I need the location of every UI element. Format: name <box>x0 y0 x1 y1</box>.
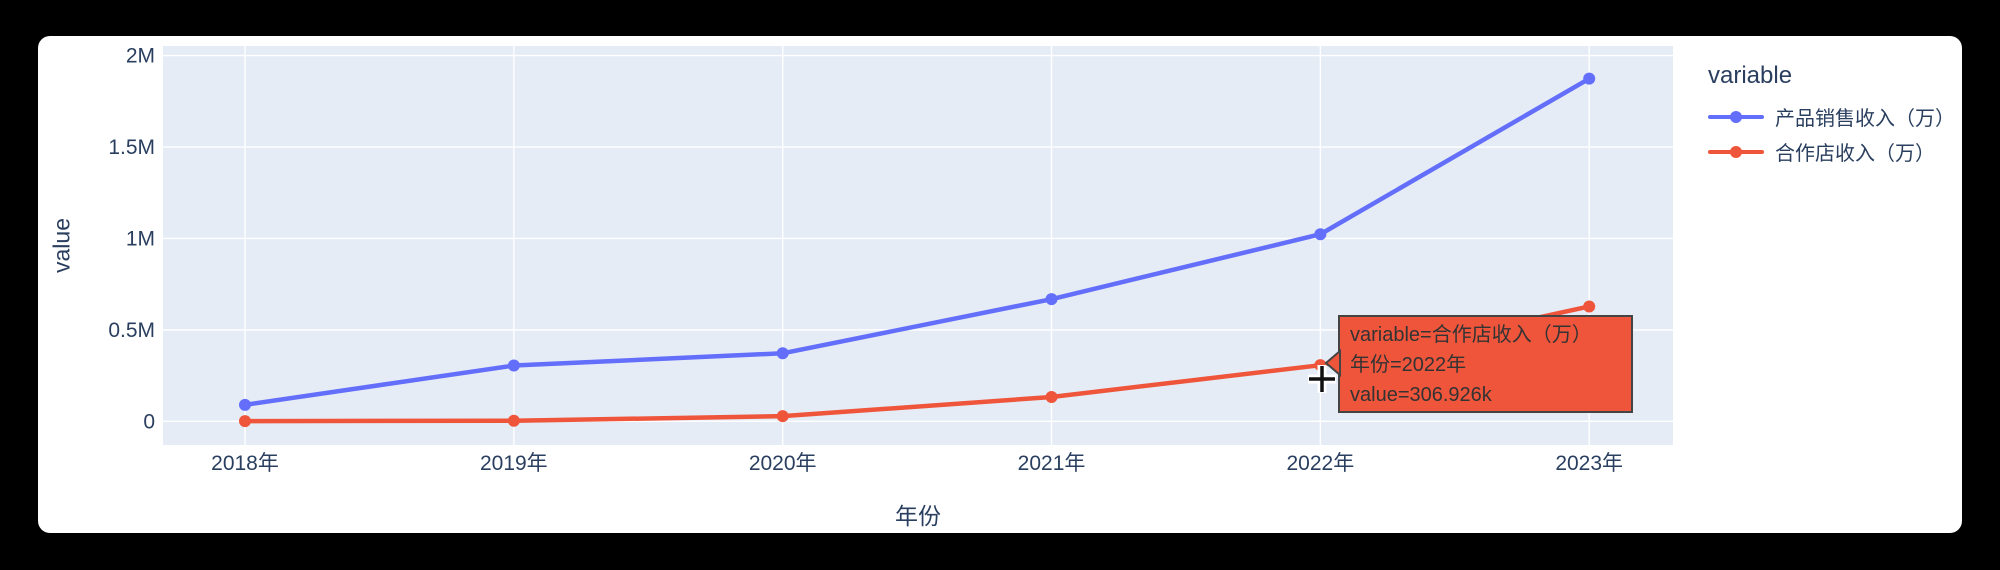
x-axis-title: 年份 <box>895 503 941 529</box>
tooltip-year-line: 年份=2022年 <box>1350 354 1467 376</box>
y-tick-label: 0.5M <box>108 319 155 342</box>
data-point[interactable] <box>1583 72 1596 85</box>
legend-item-series-1[interactable]: 合作店收入（万） <box>1708 134 1958 169</box>
legend-title: variable <box>1708 62 1793 89</box>
tooltip-caret-icon <box>1324 349 1341 377</box>
y-axis-title: value <box>48 218 75 273</box>
tooltip-variable-line: variable=合作店收入（万） <box>1350 324 1592 346</box>
data-point[interactable] <box>1045 390 1058 403</box>
legend-item-label: 合作店收入（万） <box>1775 143 1935 165</box>
line-marker-icon <box>1708 145 1764 159</box>
y-tick-label: 1M <box>126 227 155 250</box>
tooltip-value-line: value=306.926k <box>1350 384 1492 406</box>
x-tick-label: 2020年 <box>749 452 817 475</box>
x-tick-label: 2021年 <box>1018 452 1086 475</box>
data-point[interactable] <box>1045 293 1058 306</box>
legend-item-series-0[interactable]: 产品销售收入（万） <box>1708 99 1958 134</box>
data-point[interactable] <box>1314 228 1327 241</box>
chart-card: 0 0.5M 1M 1.5M 2M 2018年 2019年 2020年 2021年 2022年 20… <box>38 36 1962 533</box>
data-point[interactable] <box>776 347 789 360</box>
x-tick-label: 2022年 <box>1287 452 1355 475</box>
legend-item-label: 产品销售收入（万） <box>1775 108 1955 130</box>
y-tick-label: 2M <box>126 45 155 68</box>
x-tick-label: 2023年 <box>1555 452 1623 475</box>
hover-tooltip: variable=合作店收入（万） 年份=2022年 value=306.926… <box>1338 315 1633 413</box>
data-point[interactable] <box>239 398 251 411</box>
data-point[interactable] <box>1583 300 1596 313</box>
data-point[interactable] <box>507 359 520 372</box>
data-point[interactable] <box>776 410 789 423</box>
data-point[interactable] <box>507 414 520 427</box>
y-tick-label: 0 <box>143 410 155 433</box>
legend: variable 产品销售收入（万） 合作店收入（万） <box>1708 62 1958 169</box>
line-marker-icon <box>1708 110 1764 124</box>
x-tick-label: 2018年 <box>211 452 279 475</box>
y-tick-label: 1.5M <box>108 136 155 159</box>
series-line <box>242 76 1592 408</box>
crosshair-cursor-icon <box>1308 365 1336 393</box>
x-tick-label: 2019年 <box>480 452 548 475</box>
data-point[interactable] <box>239 415 251 428</box>
line-chart: 0 0.5M 1M 1.5M 2M 2018年 2019年 2020年 2021年 2022年 20… <box>108 45 1673 475</box>
